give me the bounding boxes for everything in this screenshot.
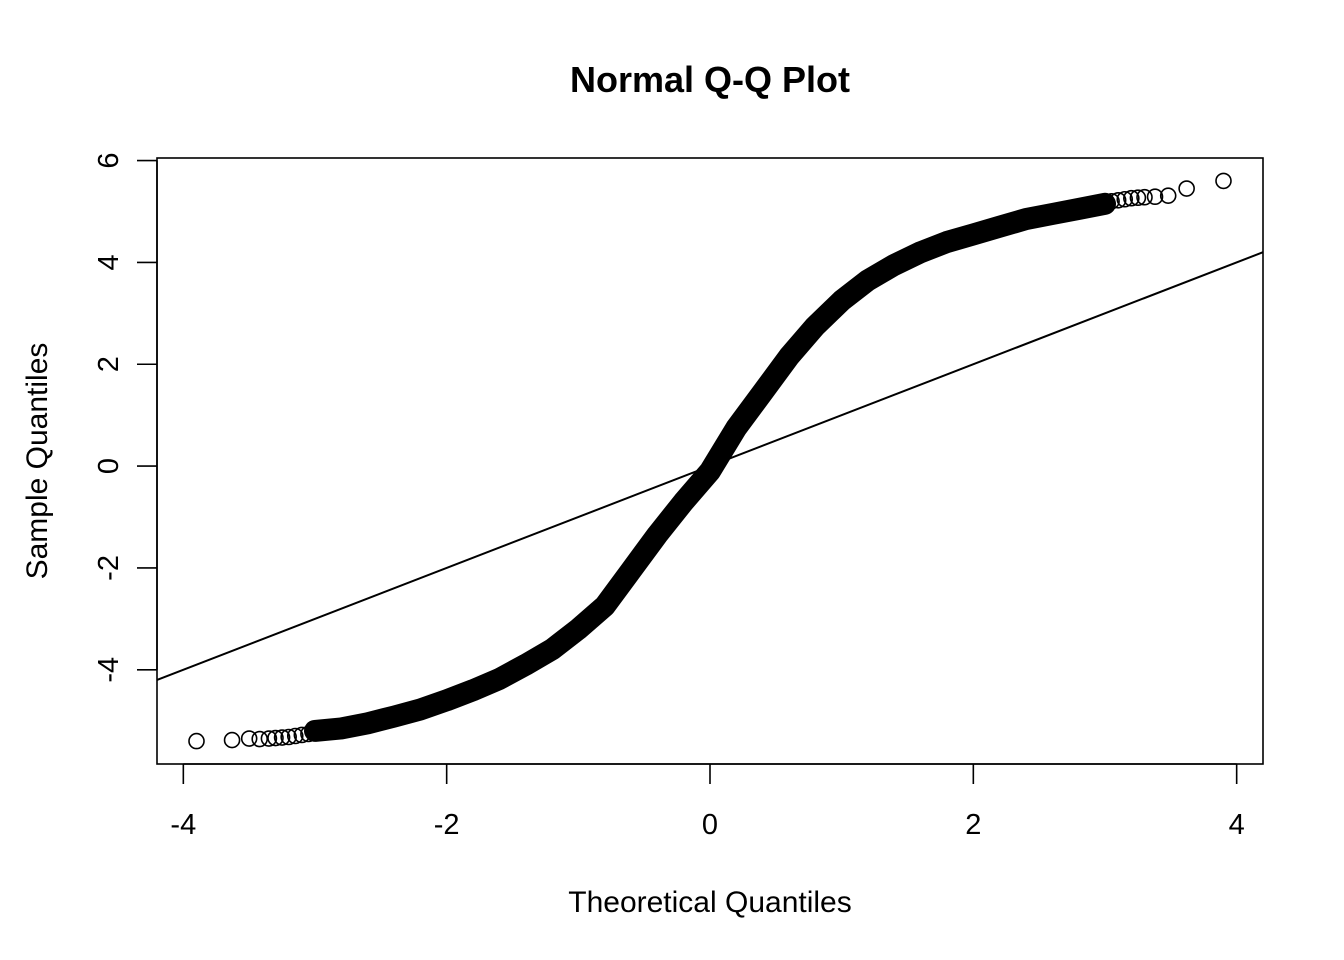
x-tick-label: 0 xyxy=(702,809,718,841)
sample-point xyxy=(273,729,291,746)
y-tick-label: 4 xyxy=(93,254,125,270)
y-tick-label: 2 xyxy=(93,356,125,372)
sample-point xyxy=(188,732,205,750)
sample-point xyxy=(1109,191,1127,209)
sample-point xyxy=(1123,189,1140,207)
sample-point xyxy=(1215,172,1232,190)
sample-point xyxy=(1129,189,1147,207)
x-axis-label: Theoretical Quantiles xyxy=(568,886,851,919)
sample-point xyxy=(1103,192,1120,210)
plot-area xyxy=(157,172,1263,750)
sample-point xyxy=(1178,180,1195,197)
sample-point xyxy=(1136,188,1153,206)
y-tick-label: 0 xyxy=(93,458,125,474)
sample-point xyxy=(251,730,269,748)
sample-point xyxy=(1116,190,1134,208)
sample-point xyxy=(300,725,317,743)
y-tick-label: -4 xyxy=(93,657,125,683)
sample-points-band xyxy=(304,192,1116,742)
y-axis: -4 -2 0 2 4 6 xyxy=(93,152,158,683)
x-tick-label: 4 xyxy=(1229,809,1245,841)
sample-point xyxy=(1159,187,1177,204)
sample-point xyxy=(280,728,297,746)
x-tick-label: -2 xyxy=(434,809,460,841)
sample-point xyxy=(293,726,311,744)
sample-point xyxy=(286,727,304,745)
y-tick-label: -2 xyxy=(93,555,125,581)
sample-point xyxy=(240,730,258,747)
x-tick-label: 2 xyxy=(965,809,981,841)
sample-point xyxy=(267,729,284,747)
sample-point xyxy=(223,731,241,749)
chart-title: Normal Q-Q Plot xyxy=(570,59,850,100)
y-tick-label: 6 xyxy=(93,152,125,168)
sample-point xyxy=(260,730,278,747)
y-axis-label: Sample Quantiles xyxy=(21,343,54,580)
sample-point xyxy=(1146,188,1164,206)
x-tick-label: -4 xyxy=(170,809,196,841)
x-axis: -4 -2 0 2 4 xyxy=(170,763,1245,841)
